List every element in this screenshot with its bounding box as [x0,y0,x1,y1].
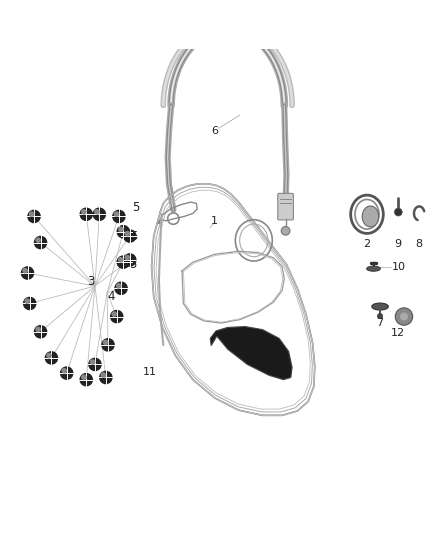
Circle shape [103,340,108,344]
Circle shape [60,367,73,379]
Circle shape [35,326,47,338]
FancyBboxPatch shape [278,193,293,220]
Circle shape [113,211,125,223]
Circle shape [112,312,117,316]
Circle shape [125,255,130,260]
Circle shape [24,297,36,310]
Circle shape [119,257,123,262]
Circle shape [394,208,402,216]
Circle shape [47,353,51,358]
Text: 12: 12 [390,328,405,337]
Text: 11: 11 [142,367,156,377]
Text: 6: 6 [211,126,218,136]
Text: 8: 8 [416,239,423,249]
Circle shape [281,227,290,235]
Ellipse shape [367,266,381,271]
Circle shape [28,211,40,223]
Circle shape [23,269,27,273]
Circle shape [115,282,127,294]
Text: 5: 5 [131,230,138,243]
Circle shape [114,212,119,216]
Circle shape [80,208,92,220]
Circle shape [117,256,129,268]
Text: 2: 2 [364,239,371,249]
Circle shape [46,352,57,364]
Circle shape [82,209,86,214]
Circle shape [119,227,123,231]
Circle shape [399,312,408,321]
Circle shape [36,238,40,243]
Circle shape [36,327,40,332]
Circle shape [117,225,129,238]
Circle shape [111,310,123,322]
Circle shape [21,267,34,279]
Text: 10: 10 [392,262,406,271]
Text: 1: 1 [211,216,218,226]
Polygon shape [210,327,292,379]
Text: 5: 5 [133,201,140,214]
Text: 7: 7 [377,318,384,328]
Circle shape [102,339,114,351]
Text: 5: 5 [130,258,137,271]
Text: 3: 3 [87,275,94,288]
Circle shape [82,375,86,379]
Circle shape [378,313,383,319]
Text: 4: 4 [108,289,115,303]
Circle shape [117,284,121,288]
Circle shape [80,374,92,386]
Circle shape [62,368,67,373]
Text: 9: 9 [395,239,402,249]
Circle shape [124,230,136,242]
Circle shape [124,254,136,266]
Circle shape [90,360,95,364]
Circle shape [101,373,106,377]
Circle shape [100,372,112,384]
Circle shape [29,212,34,216]
Circle shape [95,209,99,214]
Circle shape [25,299,29,303]
Ellipse shape [372,303,389,310]
Circle shape [395,308,413,325]
Ellipse shape [362,206,379,227]
Circle shape [125,231,130,236]
Circle shape [89,358,101,370]
Circle shape [93,208,106,220]
Circle shape [35,237,47,249]
